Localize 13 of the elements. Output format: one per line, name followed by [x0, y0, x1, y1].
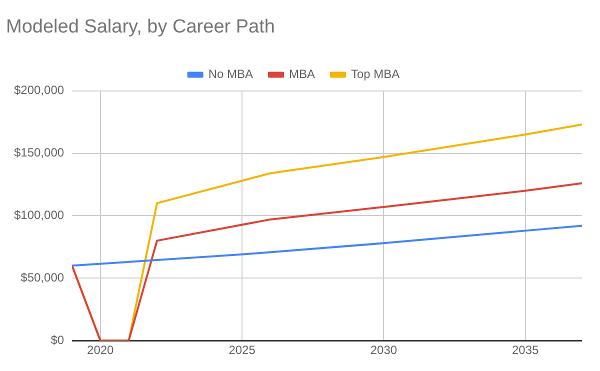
y-tick-label: $50,000 — [20, 270, 64, 284]
y-tick-label: $200,000 — [14, 83, 64, 98]
y-tick-label: $0 — [50, 332, 64, 347]
legend-label: No MBA — [208, 67, 254, 82]
y-tick-label: $100,000 — [14, 208, 64, 222]
y-tick-label: $150,000 — [14, 146, 64, 160]
x-tick-label: 2020 — [87, 343, 114, 358]
x-tick-label: 2035 — [512, 343, 540, 358]
legend-label: MBA — [288, 67, 316, 82]
chart-title: Modeled Salary, by Career Path — [6, 16, 275, 38]
x-tick-label: 2030 — [370, 343, 398, 358]
x-tick-label: 2025 — [228, 343, 256, 358]
legend-label: Top MBA — [351, 67, 400, 82]
